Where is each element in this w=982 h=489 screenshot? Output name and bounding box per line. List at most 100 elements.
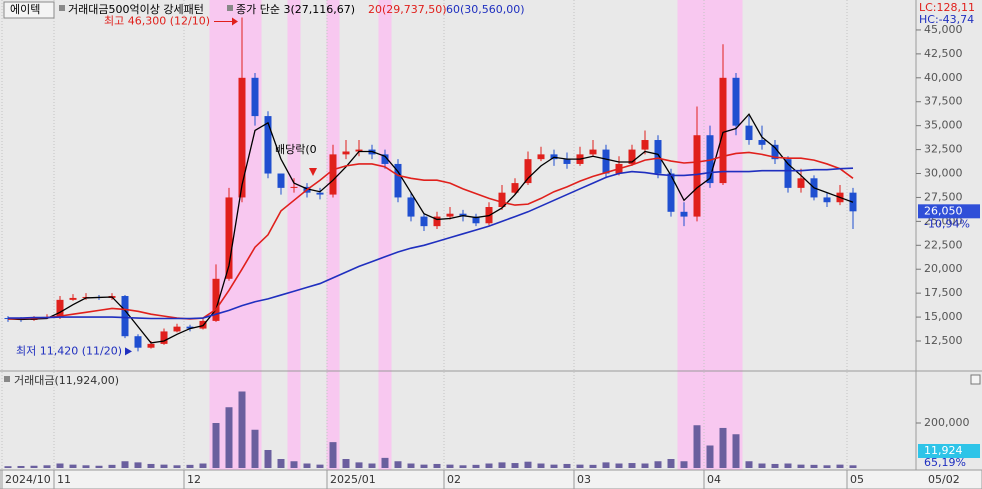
candle-body bbox=[147, 343, 155, 348]
x-tick-label: 02 bbox=[447, 473, 461, 486]
volume-bar bbox=[147, 463, 155, 468]
legend-entry: 20(29,737,50) bbox=[368, 3, 447, 16]
candle-body bbox=[706, 135, 714, 184]
signal-band bbox=[729, 0, 743, 470]
volume-bar bbox=[719, 427, 727, 468]
x-tick-label: 2024/10 bbox=[5, 473, 51, 486]
high-arrow-head bbox=[232, 17, 238, 26]
volume-bar bbox=[121, 461, 129, 468]
y-tick-label: 32,500 bbox=[924, 143, 963, 156]
volume-last-label: 11,924 bbox=[924, 444, 963, 457]
volume-bar bbox=[17, 465, 25, 468]
candle-body bbox=[602, 149, 610, 174]
volume-bar bbox=[823, 465, 831, 468]
volume-bar bbox=[56, 463, 64, 468]
signal-band bbox=[209, 0, 223, 470]
volume-bar bbox=[134, 462, 142, 468]
candle-body bbox=[758, 140, 766, 145]
candle-body bbox=[524, 159, 532, 184]
volume-bar bbox=[810, 464, 818, 468]
stock-name: 에이텍 bbox=[10, 3, 40, 16]
y-tick-label: 22,500 bbox=[924, 238, 963, 251]
volume-bar bbox=[654, 461, 662, 468]
volume-bar bbox=[680, 461, 688, 468]
stock-box[interactable] bbox=[3, 1, 55, 19]
change-label: -10,94% bbox=[924, 217, 970, 230]
volume-bar bbox=[108, 464, 116, 468]
volume-bar bbox=[160, 464, 168, 468]
volume-bar bbox=[342, 458, 350, 468]
candle-body bbox=[784, 159, 792, 188]
candle-body bbox=[732, 77, 740, 126]
volume-bar bbox=[4, 466, 12, 468]
volume-bar bbox=[524, 461, 532, 468]
candle-body bbox=[238, 77, 246, 198]
candle-body bbox=[745, 125, 753, 141]
close-button[interactable] bbox=[970, 374, 981, 385]
candle-body bbox=[394, 163, 402, 198]
candle-body bbox=[342, 151, 350, 155]
y-tick-label: 42,500 bbox=[924, 47, 963, 60]
volume-bar bbox=[329, 442, 337, 468]
volume-bar bbox=[758, 463, 766, 468]
candle-body bbox=[173, 326, 181, 332]
candle-body bbox=[797, 178, 805, 188]
hc-label: HC:-43,74 bbox=[919, 13, 974, 26]
candle-body bbox=[628, 149, 636, 164]
candle-body bbox=[680, 211, 688, 217]
volume-bar bbox=[69, 464, 77, 468]
volume-bar bbox=[251, 429, 259, 468]
date-strip bbox=[0, 469, 982, 489]
volume-bar bbox=[381, 457, 389, 468]
candle-body bbox=[667, 173, 675, 212]
volume-bar bbox=[602, 462, 610, 468]
volume-bar bbox=[836, 464, 844, 468]
volume-bar bbox=[173, 465, 181, 468]
plot-layer bbox=[1, 0, 857, 470]
volume-bar bbox=[615, 463, 623, 468]
volume-bar bbox=[199, 463, 207, 468]
volume-bar bbox=[303, 463, 311, 468]
volume-bar bbox=[368, 463, 376, 468]
y-tick-label: 200,000 bbox=[924, 416, 970, 429]
candle-body bbox=[355, 149, 363, 152]
volume-bar bbox=[82, 465, 90, 468]
signal-band bbox=[690, 0, 704, 470]
volume-bar bbox=[394, 461, 402, 468]
y-tick-label: 30,000 bbox=[924, 167, 963, 180]
volume-bar bbox=[797, 464, 805, 468]
volume-ratio-label: 65,19% bbox=[924, 456, 966, 469]
volume-bar bbox=[472, 464, 480, 468]
volume-bar bbox=[95, 465, 103, 468]
volume-bar bbox=[693, 425, 701, 468]
x-tick-label: 12 bbox=[187, 473, 201, 486]
volume-bar bbox=[706, 445, 714, 468]
candle-body bbox=[277, 173, 285, 188]
candle-body bbox=[719, 77, 727, 184]
volume-bar bbox=[628, 463, 636, 468]
volume-bar bbox=[277, 458, 285, 468]
candle-body bbox=[446, 213, 454, 217]
volume-bar bbox=[485, 463, 493, 468]
y-tick-label: 45,000 bbox=[924, 23, 963, 36]
candle-body bbox=[654, 140, 662, 174]
x-tick-label: 11 bbox=[57, 473, 71, 486]
candle-body bbox=[498, 192, 506, 208]
y-tick-label: 20,000 bbox=[924, 262, 963, 275]
volume-bar bbox=[745, 461, 753, 468]
indicator-name: 거래대금500억이상 강세패턴 bbox=[68, 3, 204, 16]
candle-body bbox=[69, 297, 77, 300]
candle-body bbox=[693, 135, 701, 217]
volume-bar bbox=[459, 465, 467, 468]
y-tick-label: 17,500 bbox=[924, 286, 963, 299]
candle-body bbox=[511, 183, 519, 193]
volume-bar bbox=[238, 391, 246, 468]
volume-bar bbox=[498, 462, 506, 468]
candle-body bbox=[381, 154, 389, 164]
volume-bar bbox=[771, 463, 779, 468]
legend-entry: 종가 단순 3(27,116,67) bbox=[236, 3, 355, 16]
volume-bar bbox=[550, 464, 558, 468]
volume-bar bbox=[537, 463, 545, 468]
volume-bar bbox=[212, 422, 220, 468]
